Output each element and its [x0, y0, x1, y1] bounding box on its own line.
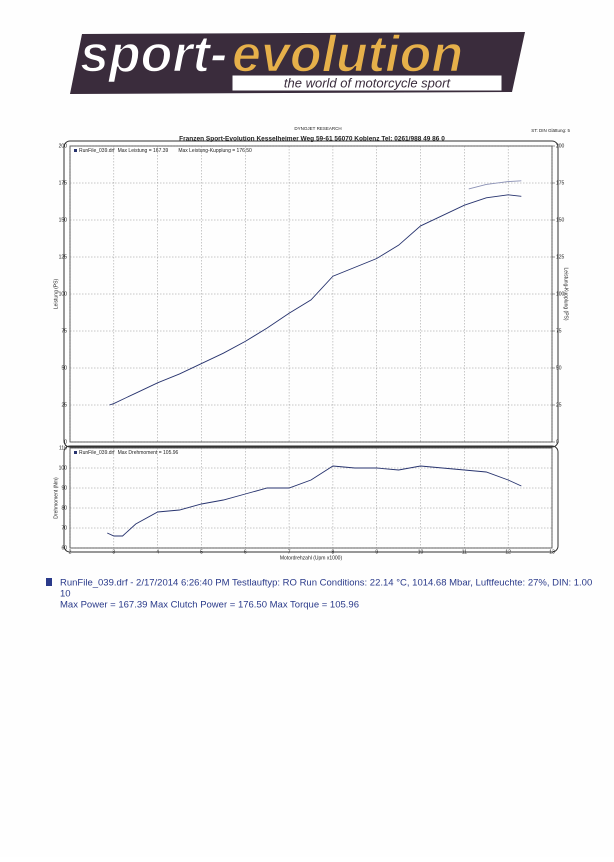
chart-frame [63, 140, 559, 448]
legend-label: RunFile_039.drf [79, 148, 115, 154]
y2-tick-label: 200 [556, 143, 565, 149]
y-tick-label: 100 [59, 291, 68, 297]
y-tick-label: 60 [61, 545, 67, 551]
y2-tick-label: 75 [556, 328, 562, 334]
y-tick-label: 125 [59, 254, 68, 260]
legend-annotation: Max Leistung-Kupplung = 176.50 [178, 148, 252, 154]
tagline-box [231, 74, 503, 92]
header-text: ST: DIN Glättung: 5 [531, 128, 570, 133]
x-tick-label: 4 [156, 549, 159, 555]
y-axis-label: Leistung (PS) [53, 279, 59, 310]
data-line [109, 194, 522, 406]
y-tick-label: 70 [61, 525, 67, 531]
y-tick-label: 90 [61, 485, 67, 491]
y-tick-label: 50 [61, 365, 67, 371]
header-text: Franzen Sport-Evolution Kesselheimer Weg… [179, 136, 445, 143]
y-tick-label: 100 [59, 465, 68, 471]
x-tick-label: 3 [112, 549, 115, 555]
header-text: DYNOJET RESEARCH [294, 126, 341, 131]
legend-label: RunFile_039.drf [79, 450, 115, 456]
x-tick-label: 9 [375, 549, 378, 555]
y-tick-label: 110 [59, 445, 67, 451]
y-axis-label: Drehmoment (Nm) [53, 477, 59, 519]
legend-annotation: Max Leistung = 167.39 [118, 148, 169, 154]
y-tick-label: 75 [61, 328, 67, 334]
y2-axis-label: Leistung-Kupplung (PS) [563, 267, 569, 320]
chart-frame [63, 445, 559, 553]
y2-tick-label: 25 [556, 402, 562, 408]
legend-swatch [74, 451, 77, 454]
legend-swatch [74, 149, 77, 152]
y2-tick-label: 125 [556, 254, 565, 260]
footer-text: 10 [60, 589, 71, 600]
y-tick-label: 175 [59, 180, 68, 186]
y-tick-label: 150 [59, 217, 68, 223]
x-tick-label: 7 [288, 549, 291, 555]
x-axis-label: Motordrehzahl (Upm x1000) [280, 555, 343, 561]
y-tick-label: 200 [59, 143, 68, 149]
y2-tick-label: 175 [556, 180, 565, 186]
x-tick-label: 2 [69, 549, 72, 555]
x-tick-label: 6 [244, 549, 247, 555]
y-tick-label: 25 [61, 402, 67, 408]
data-line [107, 465, 522, 537]
x-tick-label: 11 [462, 549, 467, 555]
x-tick-label: 12 [505, 549, 511, 555]
x-tick-label: 5 [200, 549, 203, 555]
y2-tick-label: 50 [556, 365, 562, 371]
data-line [468, 180, 522, 190]
x-tick-label: 13 [549, 549, 555, 555]
y2-tick-label: 150 [556, 217, 565, 223]
footer-text: RunFile_039.drf - 2/17/2014 6:26:40 PM T… [60, 578, 592, 589]
logo-text: sport- [80, 26, 227, 84]
x-tick-label: 10 [418, 549, 424, 555]
tagline: the world of motorcycle sport [284, 75, 452, 90]
y-tick-label: 0 [64, 439, 67, 445]
legend-annotation: Max Drehmoment = 105.96 [118, 450, 179, 456]
x-tick-label: 8 [332, 549, 335, 555]
legend-swatch [46, 578, 52, 586]
y2-tick-label: 100 [556, 291, 565, 297]
y2-tick-label: 0 [556, 439, 559, 445]
footer-text: Max Power = 167.39 Max Clutch Power = 17… [60, 600, 359, 611]
y-tick-label: 80 [61, 505, 67, 511]
